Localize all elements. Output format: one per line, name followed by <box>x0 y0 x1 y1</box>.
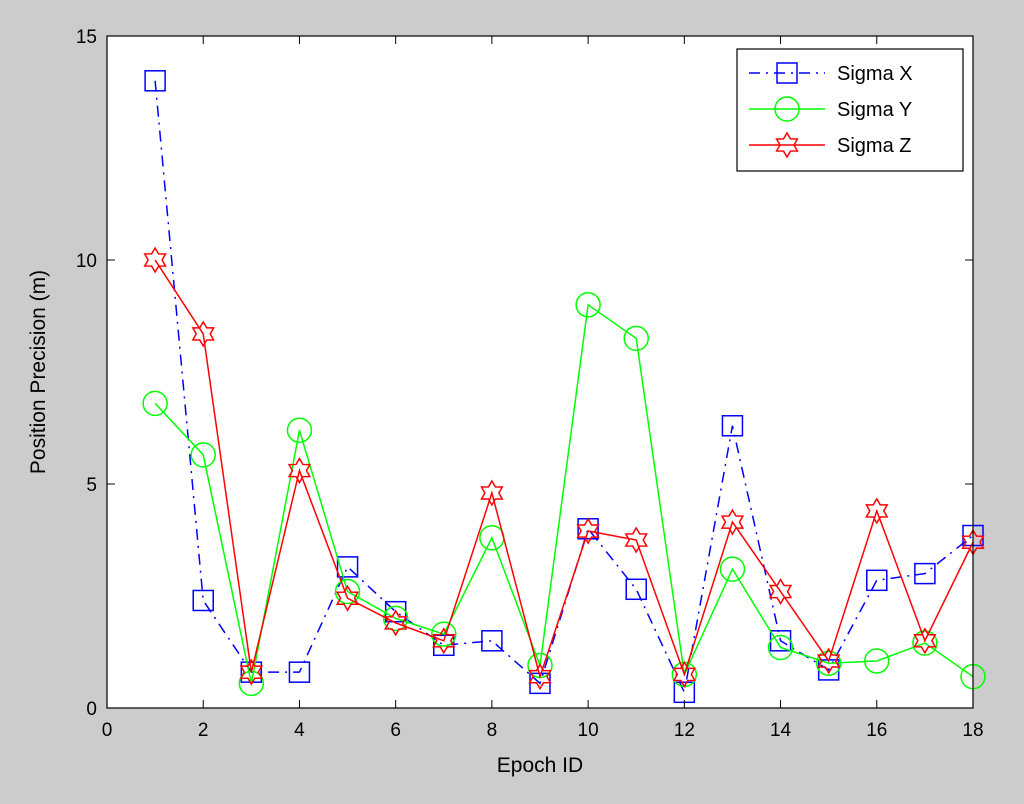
data-point <box>575 292 601 318</box>
y-tick-label: 0 <box>86 699 97 720</box>
x-tick-label: 14 <box>770 720 792 741</box>
x-tick-label: 18 <box>962 720 983 741</box>
data-point <box>142 390 168 417</box>
y-tick-label: 10 <box>76 251 97 272</box>
data-point <box>768 578 793 605</box>
y-axis-label: Position Precision (m) <box>27 270 50 474</box>
data-point <box>191 320 215 348</box>
x-tick-label: 4 <box>294 720 305 741</box>
data-point <box>720 508 745 536</box>
legend: Sigma X Sigma Y Sigma Z <box>736 48 964 172</box>
data-point <box>336 556 359 578</box>
data-point <box>190 442 216 468</box>
data-point <box>481 630 503 652</box>
x-tick-label: 16 <box>866 720 887 741</box>
data-point <box>144 70 166 92</box>
legend-entry: Sigma Y <box>837 99 912 121</box>
data-point <box>576 517 600 545</box>
legend-entry: Sigma Z <box>837 135 911 157</box>
data-point <box>864 648 890 674</box>
x-tick-label: 0 <box>102 720 113 741</box>
data-point <box>624 526 648 554</box>
series-3 <box>143 246 985 691</box>
series-layer <box>142 70 986 704</box>
data-point <box>625 578 647 601</box>
data-point <box>721 415 744 437</box>
legend-marker <box>775 131 799 159</box>
data-point <box>286 417 313 443</box>
y-tick-label: 15 <box>76 27 97 48</box>
plot-frame <box>106 35 974 709</box>
data-point <box>719 556 746 582</box>
data-point <box>192 589 214 612</box>
data-point <box>334 578 361 605</box>
data-point <box>431 621 457 647</box>
data-point <box>383 609 408 637</box>
data-point <box>912 630 938 656</box>
data-point <box>865 497 889 525</box>
data-point <box>143 246 167 274</box>
data-point <box>623 325 649 352</box>
data-point <box>287 457 312 485</box>
data-point <box>335 584 360 612</box>
data-point <box>480 479 504 507</box>
data-point <box>914 562 936 585</box>
series-line <box>154 259 974 680</box>
legend-entry: Sigma X <box>837 63 913 85</box>
y-tick-label: 5 <box>86 475 97 496</box>
data-point <box>913 627 937 655</box>
x-axis-label: Epoch ID <box>497 754 583 777</box>
data-point <box>382 605 409 632</box>
ticks-layer: 0 2 4 6 8 10 12 14 16 18 0 5 10 15 <box>76 27 984 741</box>
data-point <box>528 663 552 691</box>
x-tick-label: 2 <box>198 720 209 741</box>
legend-marker <box>774 96 800 122</box>
x-tick-label: 6 <box>390 720 401 741</box>
legend-marker <box>776 62 798 84</box>
data-point <box>767 634 794 661</box>
data-point <box>288 661 311 683</box>
x-tick-label: 10 <box>578 720 599 741</box>
data-point <box>432 627 456 655</box>
x-tick-label: 12 <box>674 720 695 741</box>
data-point <box>672 660 697 688</box>
data-point <box>239 658 264 686</box>
data-point <box>816 647 841 675</box>
x-tick-label: 8 <box>487 720 498 741</box>
data-point <box>866 569 888 592</box>
data-point <box>815 650 842 676</box>
